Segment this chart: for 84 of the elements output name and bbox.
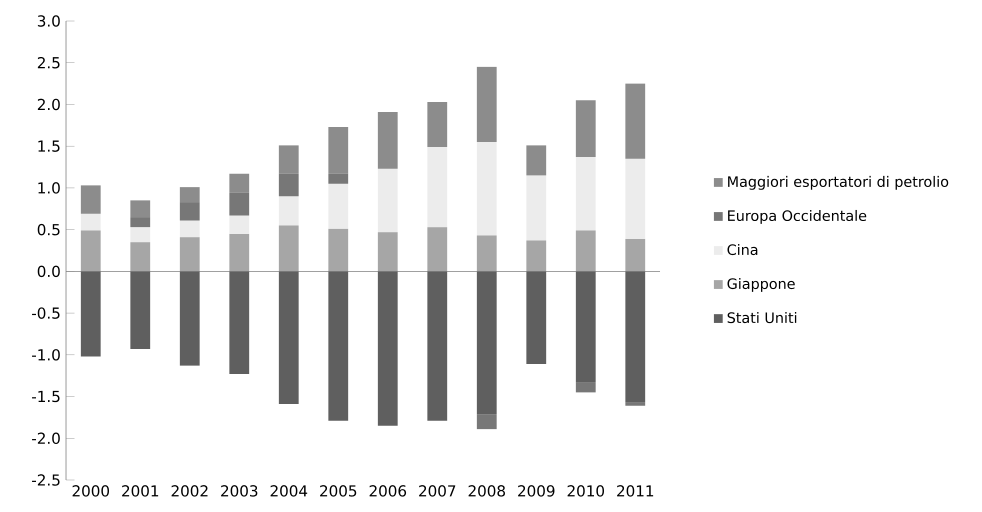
bar <box>427 102 448 148</box>
bar <box>526 145 546 176</box>
bar <box>229 271 250 374</box>
bar <box>80 214 101 230</box>
bar <box>229 234 250 272</box>
x-tick-label: 2003 <box>221 485 258 497</box>
x-tick-label: 2000 <box>72 485 110 497</box>
bar <box>180 271 200 366</box>
bar <box>576 271 596 382</box>
bar <box>130 217 150 228</box>
bar <box>476 271 497 414</box>
y-tick-label: 1.5 <box>38 140 60 152</box>
bar <box>130 227 150 242</box>
bar <box>576 157 596 230</box>
bar <box>625 158 646 239</box>
y-tick-label: -1.5 <box>32 390 60 402</box>
bar <box>328 126 348 174</box>
bar <box>130 242 150 272</box>
bar <box>180 237 200 272</box>
bar <box>278 225 299 272</box>
bar <box>80 230 101 272</box>
bar <box>476 66 497 142</box>
y-tick-label: 2.5 <box>38 56 60 68</box>
x-tick-label: 2009 <box>518 485 554 497</box>
bar <box>130 271 150 349</box>
x-tick-label: 2007 <box>419 485 456 497</box>
bar <box>180 202 200 220</box>
bar <box>625 84 646 159</box>
x-tick-label: 2002 <box>172 485 208 497</box>
bar <box>180 220 200 238</box>
bar <box>378 232 398 272</box>
legend-label: Giappone <box>728 278 795 292</box>
y-tick-label: -2.0 <box>32 432 60 444</box>
bar <box>476 142 497 236</box>
legend-label: Stati Uniti <box>728 312 796 324</box>
x-tick-label: 2011 <box>617 485 654 497</box>
bar <box>328 228 348 272</box>
bar <box>526 240 546 272</box>
x-tick-label: 2005 <box>320 485 356 497</box>
y-tick-label: 0.5 <box>38 224 60 236</box>
y-tick-label: -2.5 <box>32 474 60 486</box>
bar <box>427 271 448 421</box>
bar <box>328 184 348 229</box>
bar <box>526 175 546 240</box>
x-tick-label: 2001 <box>122 485 158 497</box>
y-tick-label: 2.0 <box>38 98 60 110</box>
x-tick-label: 2010 <box>568 485 604 497</box>
bar <box>427 147 448 228</box>
bar <box>526 271 546 364</box>
bar <box>278 145 299 174</box>
bar <box>180 187 200 202</box>
legend-label: Europa Occidentale <box>728 210 866 224</box>
bar <box>476 414 497 430</box>
y-tick-label: -1.0 <box>32 349 60 361</box>
bar <box>476 235 497 272</box>
legend-label: Maggiori esportatori di petrolio <box>728 176 948 190</box>
bar <box>80 271 101 356</box>
legend-label: Cina <box>728 244 758 256</box>
bar <box>80 185 101 214</box>
bar <box>625 271 646 402</box>
y-tick-label: 1.0 <box>38 182 60 194</box>
bar <box>328 271 348 421</box>
x-tick-label: 2008 <box>468 485 505 497</box>
bar <box>378 271 398 426</box>
y-tick-label: 0.0 <box>38 266 60 278</box>
y-tick-label: -0.5 <box>32 307 60 319</box>
bar <box>278 271 299 404</box>
bar <box>130 200 150 218</box>
bar <box>576 100 596 158</box>
bar <box>576 382 596 392</box>
bar <box>229 215 250 234</box>
bar <box>229 174 250 193</box>
bar <box>378 168 398 232</box>
x-tick-label: 2004 <box>270 485 308 497</box>
bar <box>378 112 398 169</box>
bar <box>576 230 596 272</box>
bar <box>278 196 299 226</box>
bar <box>229 192 250 216</box>
y-tick-label: 3.0 <box>38 15 60 27</box>
x-tick-label: 2006 <box>370 485 406 497</box>
bar <box>278 174 299 196</box>
bar <box>427 227 448 272</box>
bar <box>625 238 646 272</box>
bar <box>328 174 348 184</box>
